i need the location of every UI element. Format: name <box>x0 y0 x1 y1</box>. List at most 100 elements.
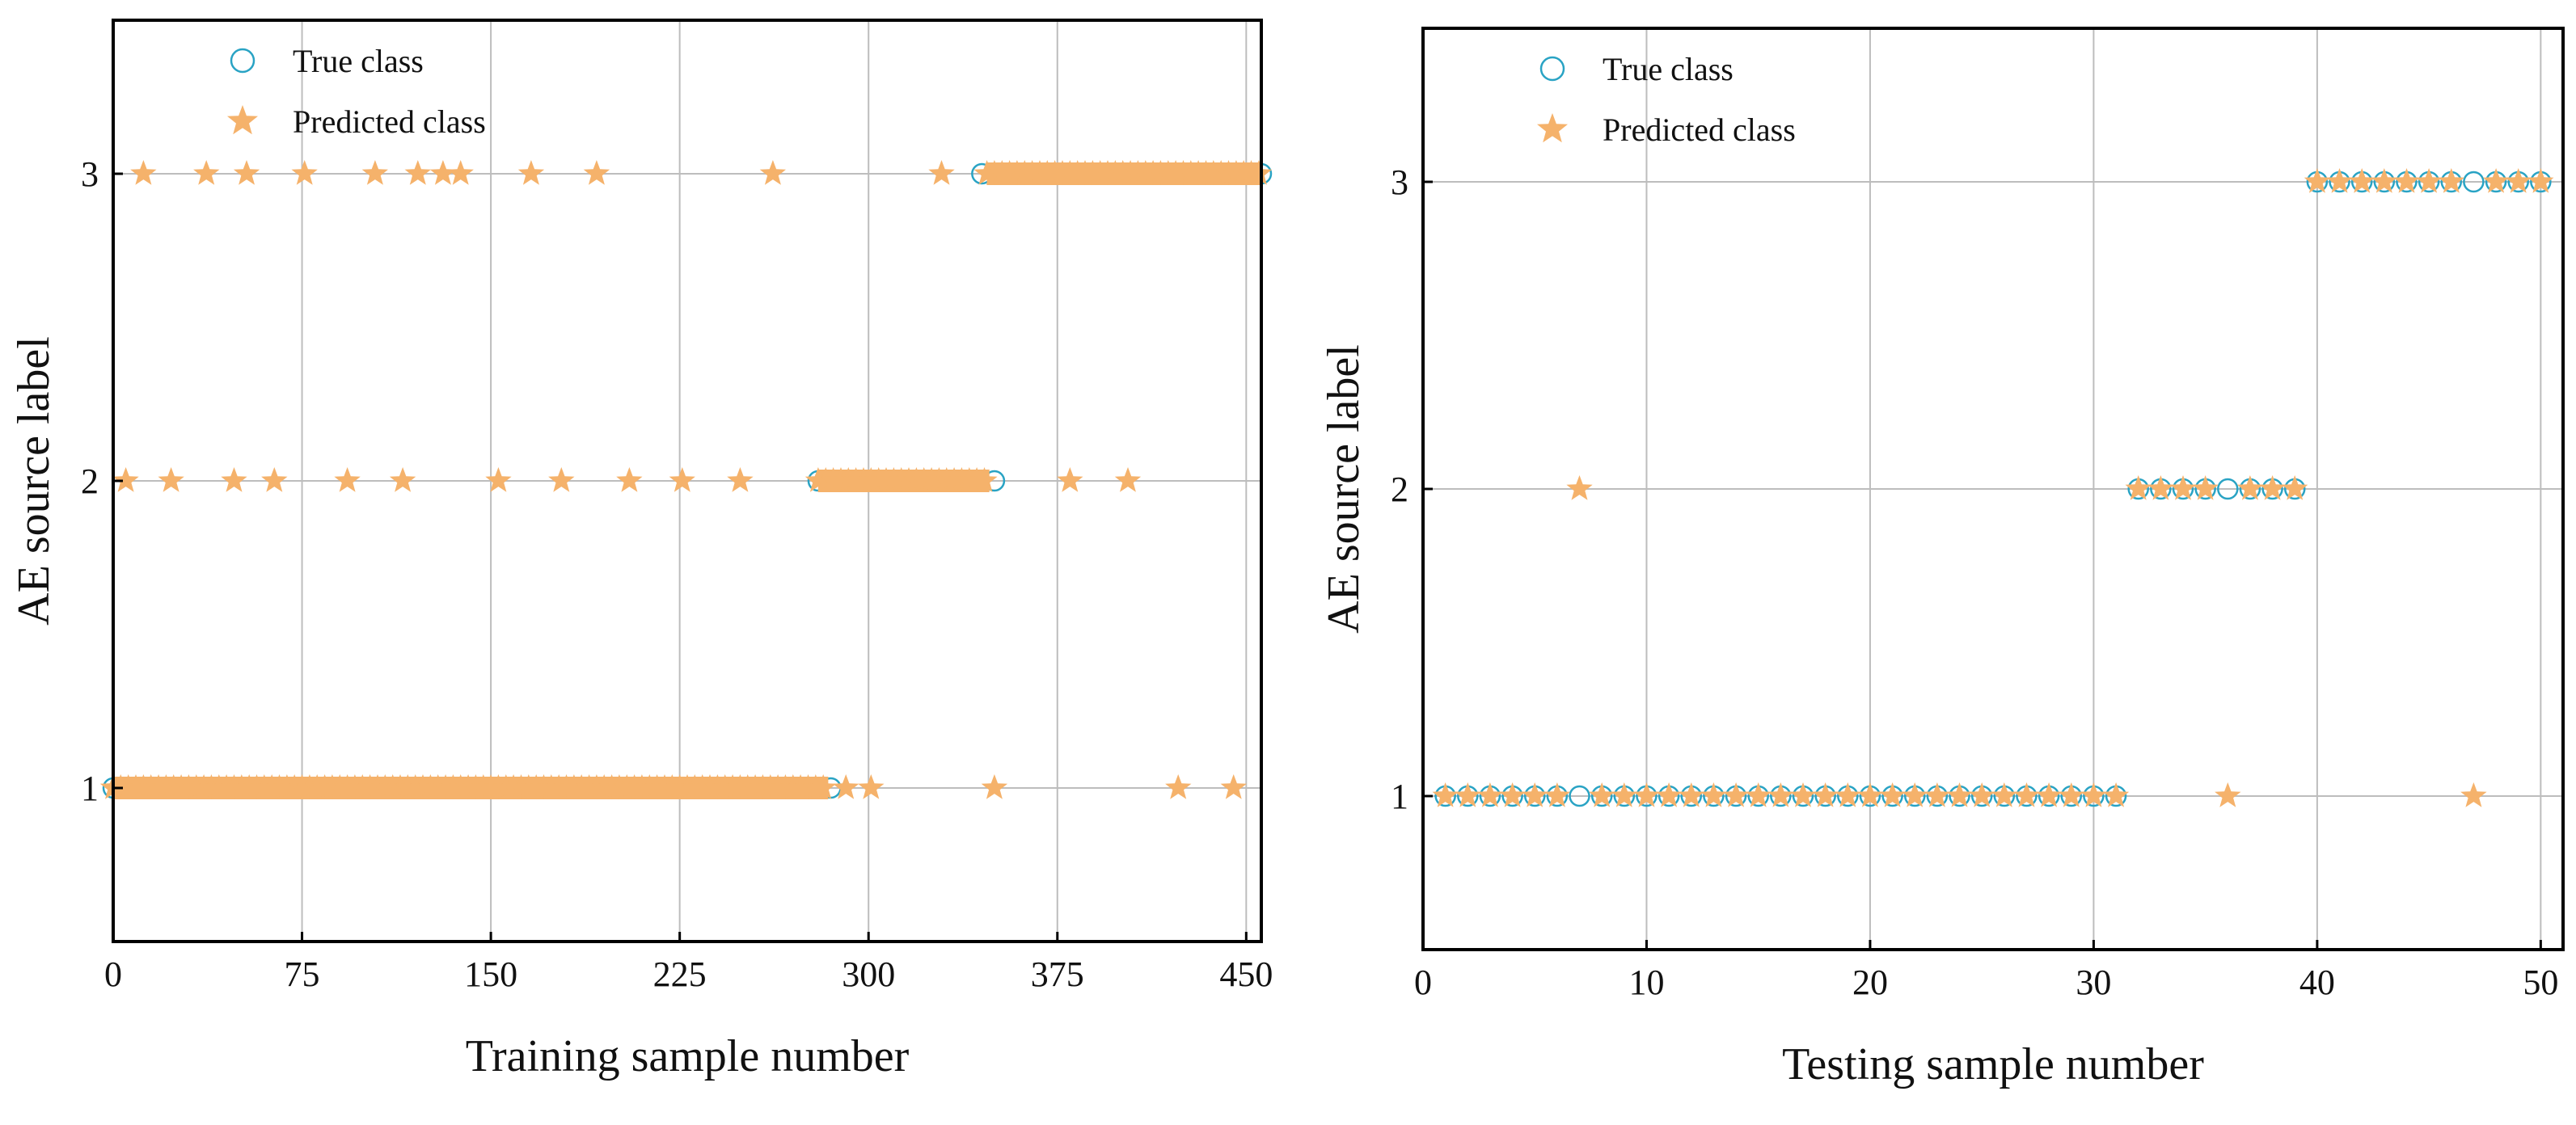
predicted-class-point <box>2371 168 2397 193</box>
predicted-class-point <box>2080 782 2107 807</box>
predicted-class-point <box>616 467 643 492</box>
predicted-class-point <box>1789 782 1817 807</box>
predicted-class-point <box>158 467 184 492</box>
predicted-class-point <box>291 160 318 185</box>
x-tick-label: 30 <box>2076 963 2111 1002</box>
true-class-point <box>2463 171 2485 193</box>
predicted-class-point <box>1969 782 1995 807</box>
predicted-class-point <box>2304 168 2331 193</box>
predicted-class-point <box>1543 782 1571 807</box>
predicted-class-point <box>669 467 695 492</box>
predicted-class-point <box>2058 782 2084 807</box>
y-axis-title: AE source label <box>1319 344 1369 634</box>
predicted-class-point <box>2125 475 2152 500</box>
predicted-class-point <box>1522 782 1548 807</box>
predicted-class-point <box>1114 467 1142 492</box>
x-axis-title: Training sample number <box>466 1031 910 1081</box>
predicted-class-point <box>193 160 220 185</box>
predicted-class-point <box>1700 782 1727 807</box>
predicted-class-point <box>404 160 431 185</box>
predicted-class-point <box>2505 168 2532 193</box>
x-tick-label: 300 <box>842 954 895 994</box>
predicted-class-point <box>389 467 416 492</box>
predicted-class-point <box>1476 782 1504 807</box>
x-tick-label: 50 <box>2523 963 2558 1002</box>
predicted-class-point <box>361 160 388 185</box>
true-class-point <box>2217 478 2239 500</box>
predicted-class-point <box>2438 168 2464 193</box>
y-tick-label: 3 <box>81 154 99 194</box>
legend-predicted-class-label: Predicted class <box>1603 112 1796 148</box>
legend-predicted-class-label: Predicted class <box>293 103 486 140</box>
predicted-class-point <box>1991 782 2017 807</box>
x-axis-title: Testing sample number <box>1782 1039 2204 1089</box>
testing-chart: 0 10 20 30 40 50 1 2 3 Testing sample number AE so… <box>1319 27 2565 1089</box>
predicted-class-point <box>1611 782 1637 807</box>
predicted-class-point <box>112 467 139 492</box>
predicted-class-point <box>810 774 837 799</box>
predicted-class-point <box>2460 782 2487 807</box>
predicted-class-point <box>1589 782 1615 807</box>
x-tick-label: 225 <box>653 954 707 994</box>
predicted-class-point <box>971 467 998 492</box>
predicted-class-point <box>1902 782 1928 807</box>
predicted-class-point <box>221 467 247 492</box>
legend-true-class-label: True class <box>1603 51 1734 87</box>
predicted-class-point <box>1722 782 1750 807</box>
legend-true-class-label: True class <box>293 43 424 79</box>
legend-true-class-marker <box>1539 56 1565 82</box>
y-tick-label: 2 <box>81 461 99 501</box>
predicted-class-point <box>2393 168 2420 193</box>
predicted-class-point <box>2192 475 2219 500</box>
predicted-class-point <box>858 774 885 799</box>
legend-true-class-marker <box>230 48 255 74</box>
predicted-class-point <box>1856 782 1884 807</box>
predicted-class-point <box>429 160 457 185</box>
x-tick-label: 0 <box>104 954 122 994</box>
predicted-class-point <box>261 467 288 492</box>
predicted-class-point <box>2147 475 2174 500</box>
predicted-class-point <box>485 467 512 492</box>
predicted-class-point <box>2013 782 2040 807</box>
predicted-class-point <box>1165 774 1192 799</box>
predicted-class-point <box>2527 168 2554 193</box>
y-tick-label: 3 <box>1391 162 1408 202</box>
predicted-class-point <box>1678 782 1704 807</box>
predicted-class-point <box>583 160 610 185</box>
x-tick-label: 0 <box>1414 963 1432 1002</box>
predicted-class-point <box>1566 475 1593 500</box>
predicted-class-point <box>1432 782 1459 807</box>
predicted-class-point <box>1499 782 1526 807</box>
predicted-class-point <box>1455 782 1481 807</box>
predicted-class-point <box>130 160 157 185</box>
predicted-class-point <box>1745 782 1772 807</box>
y-tick-label: 1 <box>1391 777 1408 816</box>
predicted-class-point <box>928 160 955 185</box>
predicted-class-point <box>1220 774 1247 799</box>
y-axis-title: AE source label <box>9 336 59 626</box>
x-tick-label: 375 <box>1031 954 1084 994</box>
predicted-class-point <box>1633 782 1660 807</box>
predicted-class-point <box>2282 475 2308 500</box>
predicted-class-point <box>1946 782 1973 807</box>
legend-predicted-class-marker <box>1537 113 1568 143</box>
predicted-class-point <box>1245 160 1273 185</box>
x-tick-label: 150 <box>464 954 517 994</box>
x-tick-label: 450 <box>1219 954 1273 994</box>
y-tick-label: 1 <box>81 769 99 808</box>
predicted-class-point <box>1924 782 1951 807</box>
y-tick-label: 2 <box>1391 470 1408 509</box>
predicted-class-point <box>1655 782 1683 807</box>
predicted-class-point <box>2102 782 2130 807</box>
predicted-class-point <box>833 774 859 799</box>
predicted-class-point <box>517 160 545 185</box>
predicted-class-point <box>759 160 786 185</box>
predicted-class-point <box>2482 168 2510 193</box>
predicted-class-point <box>1879 782 1906 807</box>
predicted-class-point <box>2259 475 2286 500</box>
predicted-class-point <box>1835 782 1861 807</box>
predicted-class-point <box>981 774 1008 799</box>
predicted-class-point <box>2035 782 2063 807</box>
predicted-class-point <box>2349 168 2375 193</box>
